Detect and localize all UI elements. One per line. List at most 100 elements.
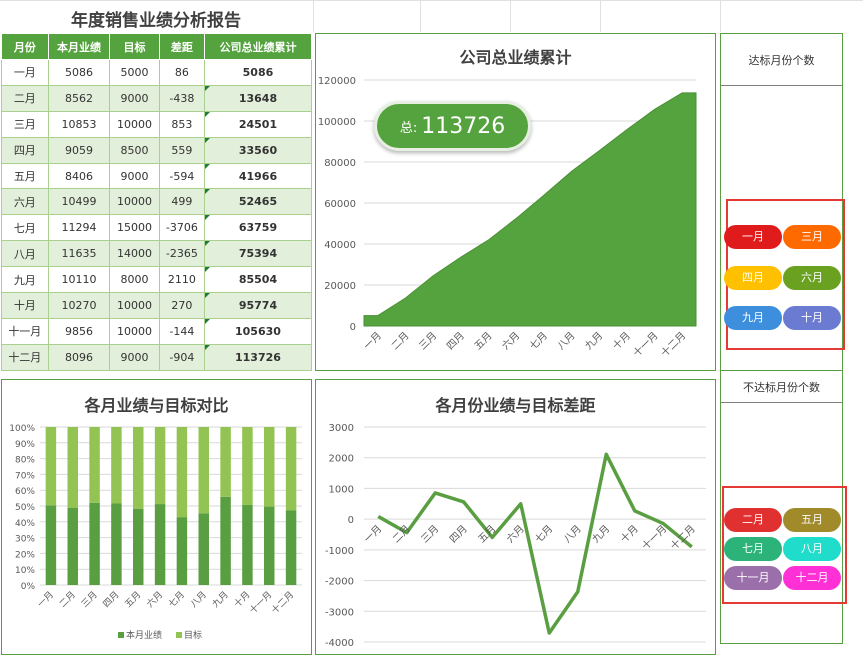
month-pill[interactable]: 三月 <box>783 225 841 249</box>
table-cell: 十一月 <box>1 317 49 345</box>
y-tick-label: 3000 <box>329 423 354 434</box>
month-pill[interactable]: 十一月 <box>724 566 782 590</box>
table-header-cell: 目标 <box>109 33 160 60</box>
y-tick-label: 40000 <box>324 240 356 251</box>
y-tick-label: 0% <box>21 582 36 592</box>
bar-actual <box>264 506 275 585</box>
table-cell: 8562 <box>47 84 111 112</box>
x-tick-label: 十二月 <box>269 589 297 617</box>
bar-target <box>198 427 209 514</box>
y-tick-label: 20000 <box>324 281 356 292</box>
table-row: 五月 8406 9000 -594 41966 <box>1 162 313 190</box>
table-header-cell: 本月业绩 <box>47 33 111 60</box>
x-tick-label: 七月 <box>167 589 188 610</box>
month-pill[interactable]: 八月 <box>783 537 841 561</box>
table-cell: 14000 <box>109 240 160 268</box>
table-cell: 八月 <box>1 240 49 268</box>
table-cell: 13648 <box>203 84 313 112</box>
x-tick-label: 五月 <box>123 589 144 610</box>
x-tick-label: 二月 <box>389 330 412 353</box>
table-row: 九月 10110 8000 2110 85504 <box>1 266 313 294</box>
table-row: 三月 10853 10000 853 24501 <box>1 110 313 138</box>
table-cell: 10000 <box>109 317 160 345</box>
x-tick-label: 三月 <box>419 523 442 546</box>
table-cell: 9000 <box>109 343 160 371</box>
table-cell: 六月 <box>1 188 49 216</box>
table-cell: 113726 <box>203 343 313 371</box>
table-cell: 9856 <box>47 317 111 345</box>
y-tick-label: 80% <box>15 456 35 466</box>
x-tick-label: 五月 <box>476 523 499 546</box>
table-cell: 95774 <box>203 292 313 319</box>
month-pill[interactable]: 二月 <box>724 508 782 532</box>
x-tick-label: 八月 <box>555 330 578 353</box>
table-cell: 5086 <box>47 59 111 86</box>
bar-actual <box>154 504 166 585</box>
month-pill[interactable]: 十月 <box>783 306 841 330</box>
gap-chart-title: 各月份业绩与目标差距 <box>435 396 596 415</box>
table-row: 十月 10270 10000 270 95774 <box>1 292 313 319</box>
month-pill[interactable]: 十二月 <box>783 566 841 590</box>
table-cell: 8406 <box>47 162 111 190</box>
table-row: 十一月 9856 10000 -144 105630 <box>1 317 313 345</box>
table-cell: 41966 <box>203 162 313 190</box>
table-header-cell: 差距 <box>158 33 205 60</box>
month-pill[interactable]: 五月 <box>783 508 841 532</box>
y-tick-label: 50% <box>15 503 35 513</box>
bar-target <box>154 427 166 505</box>
sheet-gridlines <box>0 0 863 32</box>
y-tick-label: 100000 <box>318 117 356 128</box>
month-pill[interactable]: 九月 <box>724 306 782 330</box>
x-tick-label: 九月 <box>583 330 606 353</box>
comparison-chart-title: 各月业绩与目标对比 <box>84 396 229 415</box>
met-months-title: 达标月份个数 <box>721 34 842 86</box>
y-tick-label: 100% <box>9 424 35 434</box>
bar-target <box>220 427 231 497</box>
sales-table: 月份 本月业绩 目标 差距 公司总业绩累计 一月 5086 5000 86 5086 二月 8562… <box>1 33 313 371</box>
table-cell: 8500 <box>109 136 160 164</box>
bar-target <box>111 427 122 504</box>
table-row: 四月 9059 8500 559 33560 <box>1 136 313 164</box>
y-tick-label: -3000 <box>325 607 354 618</box>
bar-actual <box>45 505 57 585</box>
table-cell: 11294 <box>47 214 111 242</box>
table-row: 六月 10499 10000 499 52465 <box>1 188 313 216</box>
table-cell: 四月 <box>1 136 49 164</box>
table-cell: 5000 <box>109 59 160 86</box>
month-pill[interactable]: 四月 <box>724 266 782 290</box>
table-cell: 9059 <box>47 136 111 164</box>
x-tick-label: 十一月 <box>630 329 660 359</box>
x-tick-label: 三月 <box>417 330 440 353</box>
table-cell: 63759 <box>203 214 313 242</box>
comparison-chart-panel: 各月业绩与目标对比 0% 10% 20% 30% 40% 50% 60% 70% 80% 90% 1… <box>1 379 312 655</box>
y-tick-label: 0 <box>350 322 356 333</box>
x-tick-label: 十月 <box>610 329 633 352</box>
bar-target <box>285 427 297 511</box>
x-tick-label: 六月 <box>504 523 527 546</box>
unmet-months-title: 不达标月份个数 <box>721 371 842 403</box>
table-cell: -594 <box>158 162 205 190</box>
table-cell: -3706 <box>158 214 205 242</box>
x-tick-label: 四月 <box>444 330 467 353</box>
table-cell: 11635 <box>47 240 111 268</box>
table-cell: 五月 <box>1 162 49 190</box>
table-row: 七月 11294 15000 -3706 63759 <box>1 214 313 242</box>
month-pill[interactable]: 七月 <box>724 537 782 561</box>
report-title: 年度销售业绩分析报告 <box>71 11 241 31</box>
table-cell: 270 <box>158 292 205 319</box>
x-tick-label: 一月 <box>362 523 385 546</box>
month-pill[interactable]: 一月 <box>724 225 782 249</box>
gap-chart-panel: 各月份业绩与目标差距 -4000 -3000 -2000 -1000 0 1000 2000… <box>315 379 716 655</box>
y-tick-label: 2000 <box>329 454 354 465</box>
month-pill[interactable]: 六月 <box>783 266 841 290</box>
table-cell: 10270 <box>47 292 111 319</box>
x-tick-label: 八月 <box>561 523 584 546</box>
x-tick-label: 十一月 <box>247 589 275 617</box>
comparison-bar-chart: 0% 10% 20% 30% 40% 50% 60% 70% 80% 90% 100% 一月 二月 三月四… <box>9 424 302 641</box>
y-tick-label: 80000 <box>324 158 356 169</box>
legend-label: 本月业绩 <box>126 629 162 641</box>
table-cell: 七月 <box>1 214 49 242</box>
cumulative-area-chart: 0 20000 40000 60000 80000 100000 120000 一月 二月 三月四… <box>318 76 697 359</box>
table-cell: 10110 <box>47 266 111 294</box>
gap-series-line <box>377 452 693 635</box>
